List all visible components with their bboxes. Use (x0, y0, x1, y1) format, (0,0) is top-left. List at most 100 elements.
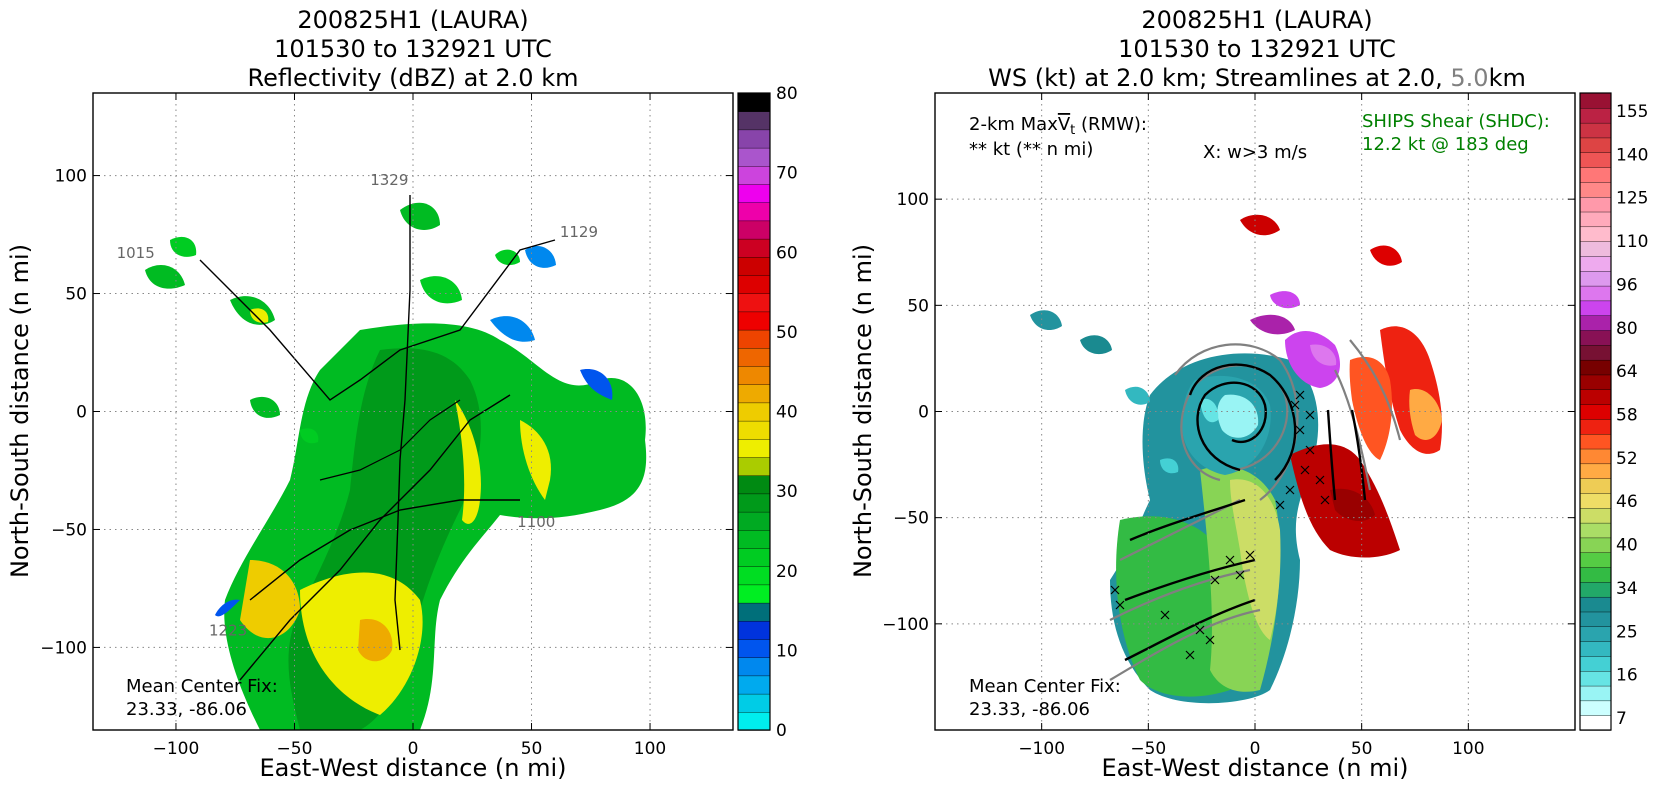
w-threshold-marker (1300, 465, 1310, 475)
left-colorbar-tick-label: 40 (776, 403, 798, 423)
right-x-tick-label: 100 (1452, 739, 1484, 759)
left-colorbar-segment (737, 602, 771, 622)
right-colorbar-segment (1579, 626, 1612, 642)
rmw-v-symbol: V (1058, 114, 1071, 135)
rmw-t-subscript: t (1070, 123, 1075, 138)
left-colorbar-segment (737, 129, 771, 149)
track-time-label: 1329 (370, 171, 408, 189)
right-colorbar-tick-label: 96 (1616, 275, 1638, 295)
left-colorbar-segment (737, 529, 771, 549)
left-colorbar-tick-label: 70 (776, 164, 798, 184)
w-threshold-marker (1225, 555, 1235, 565)
right-colorbar-segment (1579, 226, 1612, 242)
right-colorbar-segment (1579, 374, 1612, 390)
right-colorbar-tick-label: 110 (1616, 232, 1648, 252)
left-colorbar-segment (737, 711, 771, 731)
right-colorbar-segment (1579, 285, 1612, 302)
left-colorbar-segment (737, 238, 771, 258)
right-title-line3: WS (kt) at 2.0 km; Streamlines at 2.0, 5… (988, 64, 1526, 92)
left-colorbar-segment (737, 438, 771, 458)
right-colorbar-segment (1579, 492, 1612, 509)
left-colorbar-tick-label: 10 (776, 641, 798, 661)
left-colorbar-segment (737, 675, 771, 695)
left-x-tick-label: −50 (277, 739, 313, 759)
w-threshold-marker (1160, 610, 1170, 620)
w-threshold-marker (1275, 500, 1285, 510)
left-colorbar-segment (737, 365, 771, 385)
left-title-line1: 200825H1 (LAURA) (297, 6, 528, 34)
right-y-tick-label: 100 (897, 190, 929, 210)
right-colorbar-segment (1579, 448, 1612, 465)
left-colorbar: 0 10 20 30 40 50 60 70 80 (737, 84, 798, 741)
right-colorbar-tick-label: 40 (1616, 536, 1638, 556)
left-colorbar-segment (737, 566, 771, 586)
right-colorbar-tick-label: 64 (1616, 362, 1638, 382)
right-colorbar-tick-label: 16 (1616, 666, 1638, 686)
right-colorbar-segment (1579, 389, 1612, 405)
left-colorbar-segment (737, 693, 771, 713)
left-x-axis-label: East-West distance (n mi) (259, 754, 566, 782)
track-time-label: 1100 (517, 513, 555, 531)
left-x-tick-label: 50 (521, 739, 543, 759)
right-colorbar-tick-label: 34 (1616, 579, 1638, 599)
right-colorbar-segment (1579, 418, 1612, 435)
right-x-axis-label: East-West distance (n mi) (1101, 754, 1408, 782)
w-threshold-marker (1305, 445, 1315, 455)
left-x-tick-label: 100 (634, 739, 666, 759)
right-colorbar-segment (1579, 596, 1612, 613)
left-colorbar-tick-label: 80 (776, 84, 798, 104)
left-colorbar-segment (737, 311, 771, 331)
w-threshold-marker (1315, 475, 1325, 485)
left-colorbar-segment (737, 584, 771, 604)
left-colorbar-segment (737, 147, 771, 167)
left-y-tick-label: 0 (76, 403, 87, 423)
right-colorbar-tick-label: 25 (1616, 622, 1638, 642)
right-gridlines (935, 93, 1575, 730)
w-threshold-marker (1295, 425, 1305, 435)
left-colorbar-segment (737, 256, 771, 276)
left-panel: 200825H1 (LAURA) 101530 to 132921 UTC Re… (6, 6, 798, 782)
right-title-line1: 200825H1 (LAURA) (1141, 6, 1372, 34)
w-threshold-marker (1205, 635, 1215, 645)
track-time-label: 1223 (209, 622, 247, 640)
left-colorbar-segment (737, 220, 771, 240)
right-x-tick-label: −50 (1130, 739, 1166, 759)
right-colorbar-segment (1579, 477, 1612, 494)
right-mean-center-value: 23.33, -86.06 (969, 699, 1090, 720)
right-colorbar-segment (1579, 655, 1612, 672)
track-time-label: 1015 (117, 244, 155, 262)
right-y-tick-label: −100 (882, 615, 929, 635)
right-y-axis-label: North-South distance (n mi) (849, 244, 877, 578)
left-colorbar-segment (737, 620, 771, 640)
left-colorbar-segment (737, 456, 771, 476)
wind-speed-field (1030, 214, 1442, 704)
right-colorbar-segment (1579, 463, 1612, 479)
right-x-tick-label: 50 (1351, 739, 1373, 759)
left-mean-center-label: Mean Center Fix: (126, 676, 278, 697)
right-colorbar-tick-label: 125 (1616, 189, 1648, 209)
right-colorbar-segment (1579, 107, 1612, 124)
right-colorbar-segment (1579, 300, 1612, 316)
right-colorbar-segment (1579, 700, 1612, 716)
right-colorbar-segment (1579, 166, 1612, 183)
left-colorbar-tick-label: 60 (776, 243, 798, 263)
right-ticks: −100 −50 0 50 100 −100 −50 0 50 100 (882, 93, 1575, 759)
right-colorbar-segment (1579, 315, 1612, 331)
left-colorbar-segment (737, 274, 771, 294)
left-colorbar-segment (737, 493, 771, 513)
right-colorbar-segment (1579, 714, 1612, 731)
left-colorbar-segment (737, 384, 771, 404)
right-colorbar-segment (1579, 255, 1612, 272)
w-threshold-annotation: X: w>3 m/s (1203, 142, 1307, 163)
right-colorbar-segment (1579, 433, 1612, 450)
right-colorbar-segment (1579, 566, 1612, 583)
left-colorbar-tick-label: 50 (776, 323, 798, 343)
left-colorbar-segment (737, 475, 771, 495)
right-y-tick-label: 0 (918, 403, 929, 423)
left-colorbar-segment (737, 347, 771, 367)
right-colorbar-segment (1579, 211, 1612, 228)
right-colorbar-tick-label: 7 (1616, 709, 1627, 729)
right-panel: 200825H1 (LAURA) 101530 to 132921 UTC WS… (849, 6, 1648, 782)
right-colorbar-segment (1579, 537, 1612, 553)
